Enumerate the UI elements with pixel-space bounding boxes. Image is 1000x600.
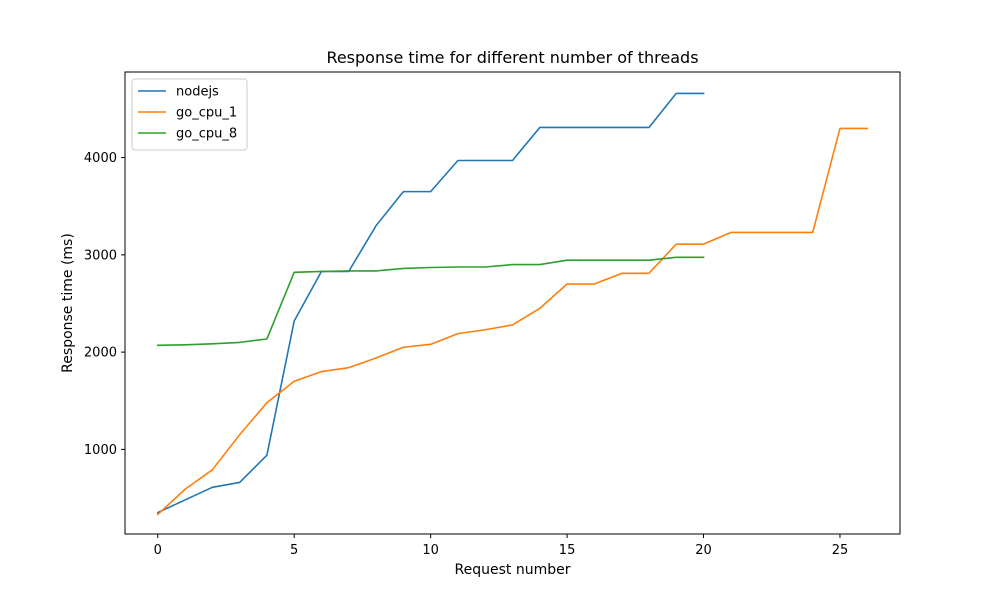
x-tick-label: 10 <box>422 543 439 558</box>
x-axis: 0 5 10 15 20 25 <box>154 534 849 558</box>
chart-title: Response time for different number of th… <box>326 48 698 67</box>
series-layer <box>156 92 869 516</box>
x-tick-label: 20 <box>695 543 712 558</box>
x-tick-label: 5 <box>290 543 298 558</box>
y-tick-label: 4000 <box>84 151 117 166</box>
x-tick-label: 0 <box>154 543 162 558</box>
legend-label-go_cpu_8: go_cpu_8 <box>176 127 237 142</box>
y-axis: 1000 2000 3000 4000 <box>84 151 125 458</box>
x-tick-label: 15 <box>559 543 576 558</box>
series-line-go_cpu_8 <box>156 256 705 347</box>
x-axis-label: Request number <box>455 562 571 578</box>
y-tick-label: 1000 <box>84 443 117 458</box>
legend-label-nodejs: nodejs <box>176 85 219 100</box>
x-tick-label: 25 <box>832 543 849 558</box>
y-axis-label: Response time (ms) <box>60 233 76 373</box>
y-tick-label: 3000 <box>84 248 117 263</box>
legend-label-go_cpu_1: go_cpu_1 <box>176 106 237 121</box>
series-line-nodejs <box>156 92 705 514</box>
y-tick-label: 2000 <box>84 346 117 361</box>
plot-frame <box>124 71 901 535</box>
legend: nodejs go_cpu_1 go_cpu_8 <box>131 78 248 151</box>
series-line-go_cpu_1 <box>156 127 869 516</box>
